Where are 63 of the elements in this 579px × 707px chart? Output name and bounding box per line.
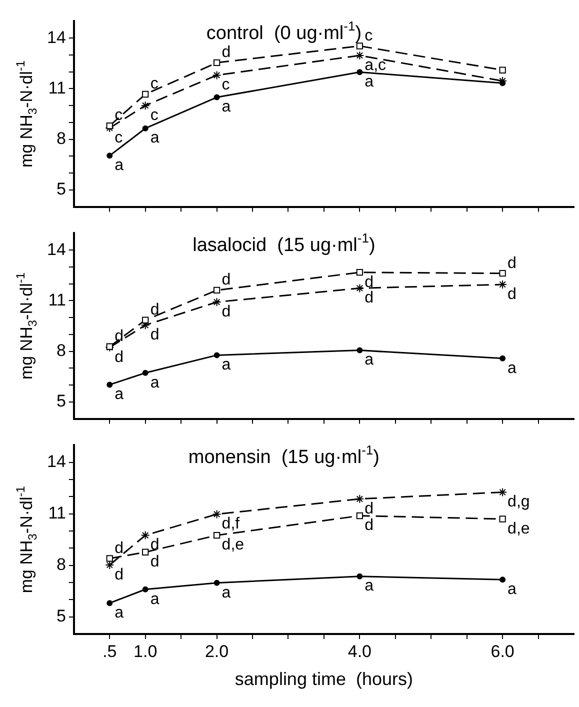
annotation: a [364,74,374,91]
x-tick-label: 4.0 [348,642,372,661]
y-axis-title: mg NH3-N·dl-1 [13,60,40,168]
y-tick-label: 14 [46,240,66,259]
x-tick-label: .5 [102,642,117,661]
y-tick-label: 14 [46,28,66,47]
annotation: c [150,76,158,93]
annotation: d [150,554,160,571]
y-tick-label: 8 [56,340,66,360]
annotation: c [222,76,230,94]
annotation: d,e [508,520,530,538]
annotation: a [222,584,231,602]
annotation: c [150,106,158,124]
annotation: c [114,129,123,146]
annotation: d [364,517,374,534]
y-tick-label: 5 [56,180,66,199]
annotation: a [364,352,374,369]
annotation: d [222,303,231,320]
annotation: c [364,27,373,44]
x-axis-title: sampling time (hours) [234,669,413,690]
annotation: d [364,290,374,307]
annotation: a [114,604,124,622]
annotation: a [150,374,160,392]
annotation: d [114,540,124,557]
x-tick-label: 6.0 [490,642,514,661]
y-tick-label: 14 [46,452,66,472]
y-tick-label: 11 [48,78,66,98]
annotation: d [364,274,374,291]
annotation: a [508,360,517,377]
annotation: d [150,326,160,344]
y-tick-label: 11 [48,504,66,523]
annotation: a [222,98,231,116]
annotation: a [150,590,160,608]
y-axis-title: mg NH3-N·dl-1 [13,486,40,594]
annotation: a [150,130,160,147]
annotation: a,c [364,56,386,74]
annotation: a [114,157,124,174]
annotation: d [114,328,124,345]
y-axis-title: mg NH3-N·dl-1 [13,272,40,380]
annotation: d [150,536,160,554]
y-tick-label: 11 [48,290,66,310]
annotation: a [508,581,517,598]
annotation: d,g [508,494,530,511]
annotation: d,f [222,516,240,533]
annotation: c [114,107,123,124]
annotation: d [150,302,160,318]
annotation: d [114,348,124,366]
y-tick-label: 8 [56,128,66,148]
x-tick-label: 1.0 [134,642,158,661]
annotation: d [222,44,231,62]
y-tick-label: 5 [56,392,66,411]
x-tick-label: 2.0 [204,642,229,661]
annotation: d [222,272,231,289]
annotation: a [222,356,231,374]
annotation: d [508,254,516,272]
annotation: d [364,500,374,518]
annotation: d,e [222,536,244,554]
annotation: a [364,578,374,595]
annotation: a [114,386,124,404]
annotation: d [508,286,516,303]
annotation: d [114,566,124,584]
y-tick-label: 8 [56,555,66,574]
y-tick-label: 5 [56,606,66,626]
